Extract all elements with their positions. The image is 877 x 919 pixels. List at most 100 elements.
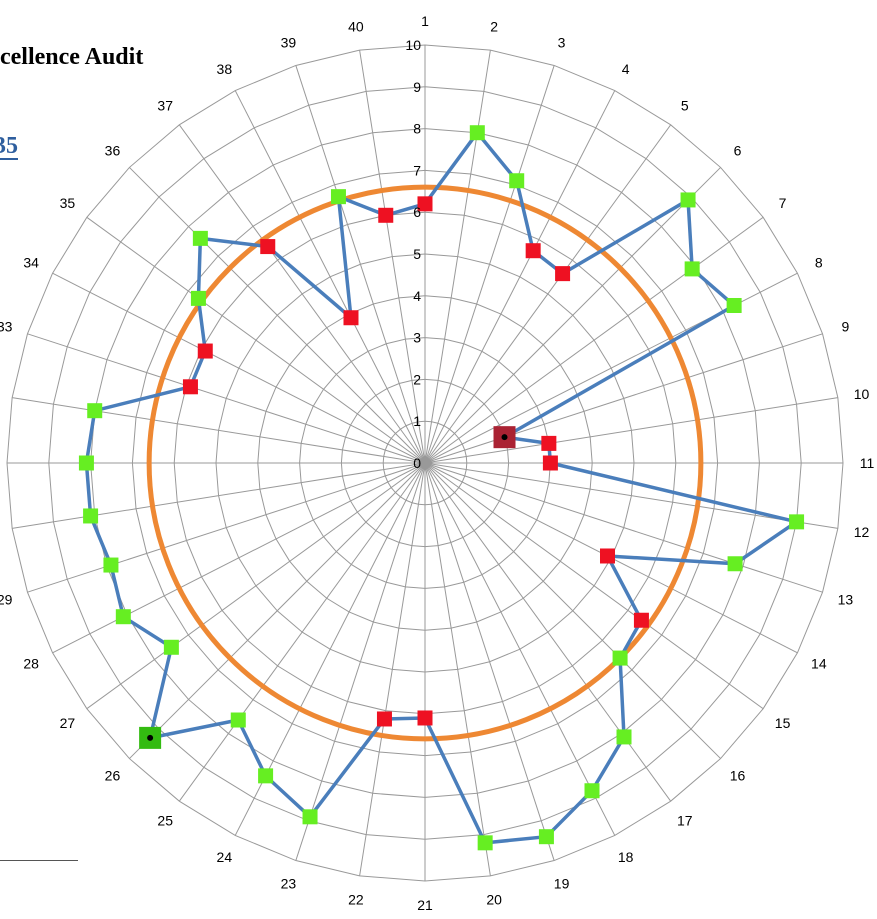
grid-spoke <box>178 462 426 802</box>
ring-label: 6 <box>413 204 421 220</box>
data-point <box>182 379 198 395</box>
grid-spoke <box>424 462 838 529</box>
category-label: 35 <box>60 195 76 211</box>
data-point <box>78 455 94 471</box>
category-label: 11 <box>860 455 875 471</box>
ring-label: 9 <box>413 79 421 95</box>
category-label: 25 <box>157 813 173 829</box>
data-point <box>103 557 119 573</box>
category-label: 16 <box>730 768 746 784</box>
data-point <box>789 514 805 530</box>
category-label: 2 <box>490 18 498 34</box>
data-point <box>343 310 359 326</box>
category-label: 27 <box>60 715 76 731</box>
grid-spoke <box>359 462 426 876</box>
category-label: 20 <box>486 892 502 908</box>
grid-spoke <box>86 216 426 464</box>
grid-spoke <box>129 167 426 464</box>
data-point <box>163 639 179 655</box>
grid-spoke <box>424 462 672 802</box>
chart-grid <box>6 44 844 882</box>
data-point <box>542 455 558 471</box>
grid-spoke <box>52 462 426 654</box>
data-point <box>612 650 628 666</box>
category-label: 24 <box>217 849 233 865</box>
data-point <box>192 230 208 246</box>
data-point <box>258 768 274 784</box>
grid-spoke <box>424 167 721 464</box>
category-label: 17 <box>677 813 693 829</box>
category-label: 40 <box>348 18 364 34</box>
threshold-circle <box>146 184 704 742</box>
data-point <box>230 712 246 728</box>
data-point <box>538 829 554 845</box>
category-label: 1 <box>421 13 429 29</box>
highlight-dot <box>147 734 154 741</box>
ring-label: 7 <box>413 162 421 178</box>
data-point <box>190 290 206 306</box>
ring-label: 3 <box>413 330 421 346</box>
grid-spoke <box>12 462 426 529</box>
audit-score: 35 <box>0 134 18 160</box>
ring-label: 2 <box>413 371 421 387</box>
category-label: 9 <box>841 318 849 334</box>
category-label: 6 <box>734 142 742 158</box>
divider <box>0 860 78 861</box>
series-layer <box>78 125 805 851</box>
category-label: 10 <box>854 386 870 402</box>
category-label: 3 <box>558 35 566 51</box>
grid-spoke <box>52 272 426 464</box>
category-label: 12 <box>854 524 870 540</box>
data-point <box>525 243 541 259</box>
category-label: 13 <box>838 592 854 608</box>
category-label: 33 <box>0 318 13 334</box>
grid-spoke <box>295 462 426 861</box>
category-label: 36 <box>105 142 121 158</box>
data-point <box>727 556 743 572</box>
highlight-dot <box>501 434 508 441</box>
grid-spoke <box>178 124 426 464</box>
ring-label: 8 <box>413 121 421 137</box>
category-label: 28 <box>23 656 39 672</box>
grid-spoke <box>424 124 672 464</box>
category-label: 22 <box>348 892 364 908</box>
data-point <box>477 835 493 851</box>
ring-label: 0 <box>413 455 421 471</box>
grid-spoke <box>86 462 426 710</box>
data-point <box>509 173 525 189</box>
grid-spoke <box>27 333 426 464</box>
data-point <box>726 297 742 313</box>
category-label: 14 <box>811 656 827 672</box>
data-point <box>378 207 394 223</box>
ring-label: 4 <box>413 288 421 304</box>
category-label: 5 <box>681 97 689 113</box>
grid-spoke <box>424 462 721 759</box>
data-point <box>302 809 318 825</box>
category-label: 37 <box>157 97 173 113</box>
data-point <box>260 239 276 255</box>
grid-spoke <box>424 462 764 710</box>
grid-spoke <box>424 50 491 464</box>
data-point <box>83 508 99 524</box>
data-point <box>555 266 571 282</box>
category-label: 34 <box>23 254 39 270</box>
category-label: 4 <box>622 61 630 77</box>
ring-label: 10 <box>405 37 421 53</box>
grid-spoke <box>359 50 426 464</box>
category-label: 29 <box>0 592 13 608</box>
grid-spoke <box>424 462 823 593</box>
category-label: 26 <box>105 768 121 784</box>
data-point <box>684 261 700 277</box>
grid-spoke <box>424 397 838 464</box>
grid-spoke <box>424 462 616 836</box>
grid-spoke <box>295 65 426 464</box>
data-point <box>115 609 131 625</box>
grid-spoke <box>424 462 491 876</box>
data-point <box>469 125 485 141</box>
category-label: 15 <box>775 715 791 731</box>
category-label: 39 <box>281 35 297 51</box>
ring-label: 1 <box>413 413 421 429</box>
page-title: xcellence Audit <box>0 44 144 70</box>
